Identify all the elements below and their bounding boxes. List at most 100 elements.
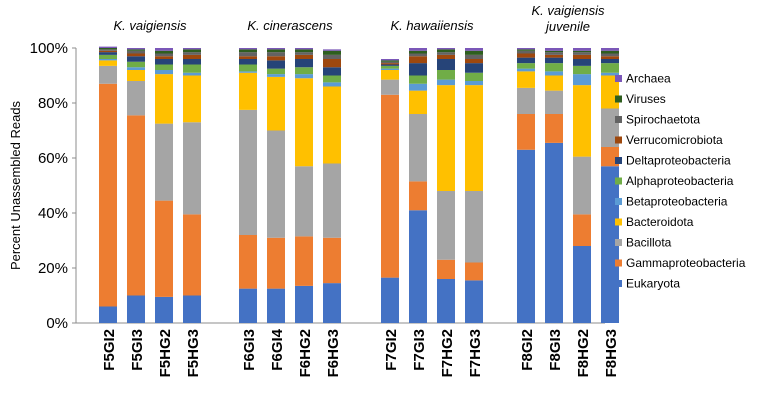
bar-segment-bacillota [295, 166, 313, 237]
bar-segment-bacillota [127, 81, 145, 116]
bar-segment-alphaproteobacteria [155, 64, 173, 70]
legend-label: Bacteroidota [626, 215, 694, 229]
bar-segment-bacteroidota [601, 75, 619, 109]
bar-segment-bacillota [267, 130, 285, 238]
bar-segment-eukaryota [267, 288, 285, 323]
bar-segment-archaea [99, 46, 117, 48]
bar-segment-deltaproteobacteria [381, 64, 399, 66]
bar-segment-verrucomicrobiota [573, 54, 591, 59]
bar-segment-verrucomicrobiota [323, 59, 341, 68]
bar-segment-bacillota [183, 122, 201, 215]
bar-segment-alphaproteobacteria [409, 75, 427, 84]
bar-segment-viruses [437, 49, 455, 53]
legend-item: Deltaproteobacteria [615, 154, 731, 168]
bar-segment-eukaryota [323, 283, 341, 323]
legend-label: Eukaryota [626, 277, 680, 291]
bar-segment-archaea [437, 48, 455, 50]
bar-segment-archaea [381, 59, 399, 61]
bar-segment-alphaproteobacteria [99, 54, 117, 59]
bar-segment-spirochaetota [155, 53, 173, 57]
bar-segment-spirochaetota [517, 50, 535, 54]
bar-segment-bacillota [99, 65, 117, 84]
group-label: K. hawaiiensis [390, 18, 474, 33]
bar-segment-alphaproteobacteria [323, 75, 341, 83]
bar-segment-archaea [545, 48, 563, 51]
bar-segment-betaproteobacteria [465, 81, 483, 86]
bar-segment-betaproteobacteria [295, 74, 313, 79]
x-tick-label: F6HG3 [325, 329, 342, 377]
bar-segment-eukaryota [183, 295, 201, 323]
x-tick-label: F6HG2 [297, 329, 314, 377]
bar-segment-bacteroidota [239, 72, 257, 110]
bar-segment-deltaproteobacteria [127, 56, 145, 62]
bar-segment-eukaryota [239, 288, 257, 323]
bar-stack-F8GI3 [545, 48, 563, 323]
bar-segment-bacteroidota [545, 75, 563, 91]
x-tick-label: F5GI2 [101, 329, 118, 371]
bar-segment-spirochaetota [465, 54, 483, 59]
bar-segment-betaproteobacteria [155, 70, 173, 75]
bar-segment-bacillota [601, 108, 619, 147]
bar-segment-bacillota [323, 163, 341, 238]
x-tick-label: F6GI4 [269, 328, 286, 370]
group-label: K. vaigiensis [532, 3, 605, 18]
bar-segment-gammaproteobacteria [323, 237, 341, 284]
x-tick-label: F6GI3 [241, 329, 258, 371]
legend-label: Deltaproteobacteria [626, 154, 731, 168]
bar-segment-archaea [267, 48, 285, 50]
x-tick-label: F7HG3 [467, 329, 484, 377]
bar-segment-gammaproteobacteria [267, 237, 285, 289]
bar-segment-eukaryota [545, 142, 563, 323]
legend-swatch [615, 177, 622, 185]
bar-segment-bacillota [573, 156, 591, 215]
legend-swatch [615, 239, 622, 246]
bar-segment-archaea [517, 48, 535, 50]
bar-segment-archaea [409, 48, 427, 51]
bar-segment-deltaproteobacteria [601, 59, 619, 64]
bar-segment-viruses [465, 50, 483, 55]
bar-segment-bacillota [409, 114, 427, 182]
bar-segment-viruses [99, 48, 117, 50]
bar-segment-verrucomicrobiota [267, 56, 285, 61]
bar-segment-bacteroidota [99, 60, 117, 66]
bar-segment-viruses [601, 50, 619, 54]
bar-segment-archaea [573, 48, 591, 51]
bar-segment-bacteroidota [381, 70, 399, 80]
bar-segment-archaea [239, 48, 257, 50]
y-tick-label: 80% [38, 95, 68, 112]
legend-label: Viruses [626, 92, 666, 106]
bar-segment-bacillota [381, 79, 399, 95]
y-tick-label: 60% [38, 150, 68, 167]
bar-stack-F8HG3 [601, 48, 619, 323]
bar-segment-gammaproteobacteria [517, 114, 535, 150]
bar-segment-betaproteobacteria [99, 59, 117, 61]
bar-segment-eukaryota [601, 166, 619, 323]
group-label: K. cinerascens [247, 18, 333, 33]
bar-segment-deltaproteobacteria [295, 59, 313, 68]
bar-segment-deltaproteobacteria [267, 60, 285, 69]
bar-segment-archaea [183, 48, 201, 50]
bar-segment-verrucomicrobiota [155, 56, 173, 59]
y-axis-label: Percent Unassembled Reads [8, 100, 23, 270]
bar-segment-viruses [323, 50, 341, 55]
bar-segment-verrucomicrobiota [437, 54, 455, 59]
bar-segment-betaproteobacteria [127, 67, 145, 70]
bar-segment-eukaryota [465, 280, 483, 323]
x-tick-label: F5GI3 [129, 329, 146, 371]
bar-segment-deltaproteobacteria [545, 57, 563, 64]
bar-segment-bacteroidota [465, 85, 483, 191]
bar-segment-gammaproteobacteria [381, 94, 399, 278]
x-tick-label: F8HG3 [603, 329, 620, 377]
bar-segment-gammaproteobacteria [127, 115, 145, 296]
bar-stack-F5HG3 [183, 48, 201, 323]
bar-segment-gammaproteobacteria [437, 259, 455, 279]
bar-segment-archaea [465, 48, 483, 51]
bar-segment-bacteroidota [323, 86, 341, 164]
bar-stack-F5GI2 [99, 46, 117, 323]
bar-segment-betaproteobacteria [517, 68, 535, 72]
legend-item: Bacteroidota [615, 215, 694, 229]
bar-segment-gammaproteobacteria [99, 83, 117, 307]
legend-swatch [615, 116, 622, 123]
bar-stack-F6GI4 [267, 48, 285, 323]
